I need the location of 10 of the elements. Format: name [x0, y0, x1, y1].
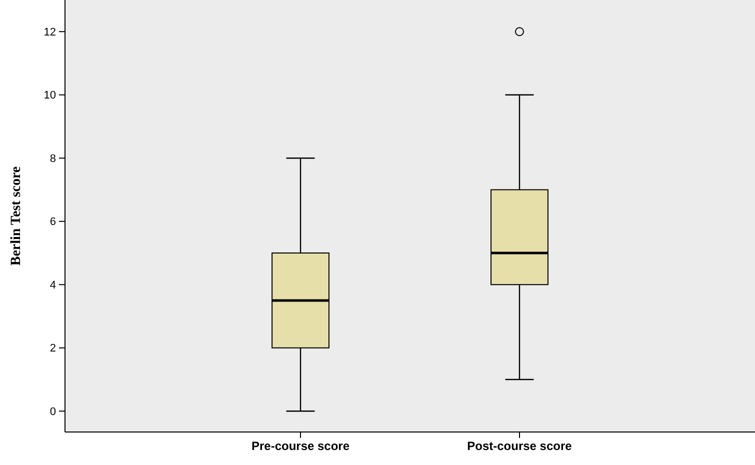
y-tick-label: 12 — [44, 26, 56, 38]
y-tick-label: 6 — [50, 216, 56, 228]
y-tick-label: 4 — [50, 279, 56, 292]
y-tick-label: 2 — [50, 342, 56, 355]
x-tick-label: Post-course score — [467, 439, 572, 453]
y-tick-label: 8 — [50, 152, 56, 165]
x-tick-label: Pre-course score — [251, 439, 350, 453]
y-tick-label: 10 — [44, 90, 56, 102]
y-axis-title: Berlin Test score — [9, 166, 24, 266]
y-tick-label: 0 — [50, 406, 56, 418]
